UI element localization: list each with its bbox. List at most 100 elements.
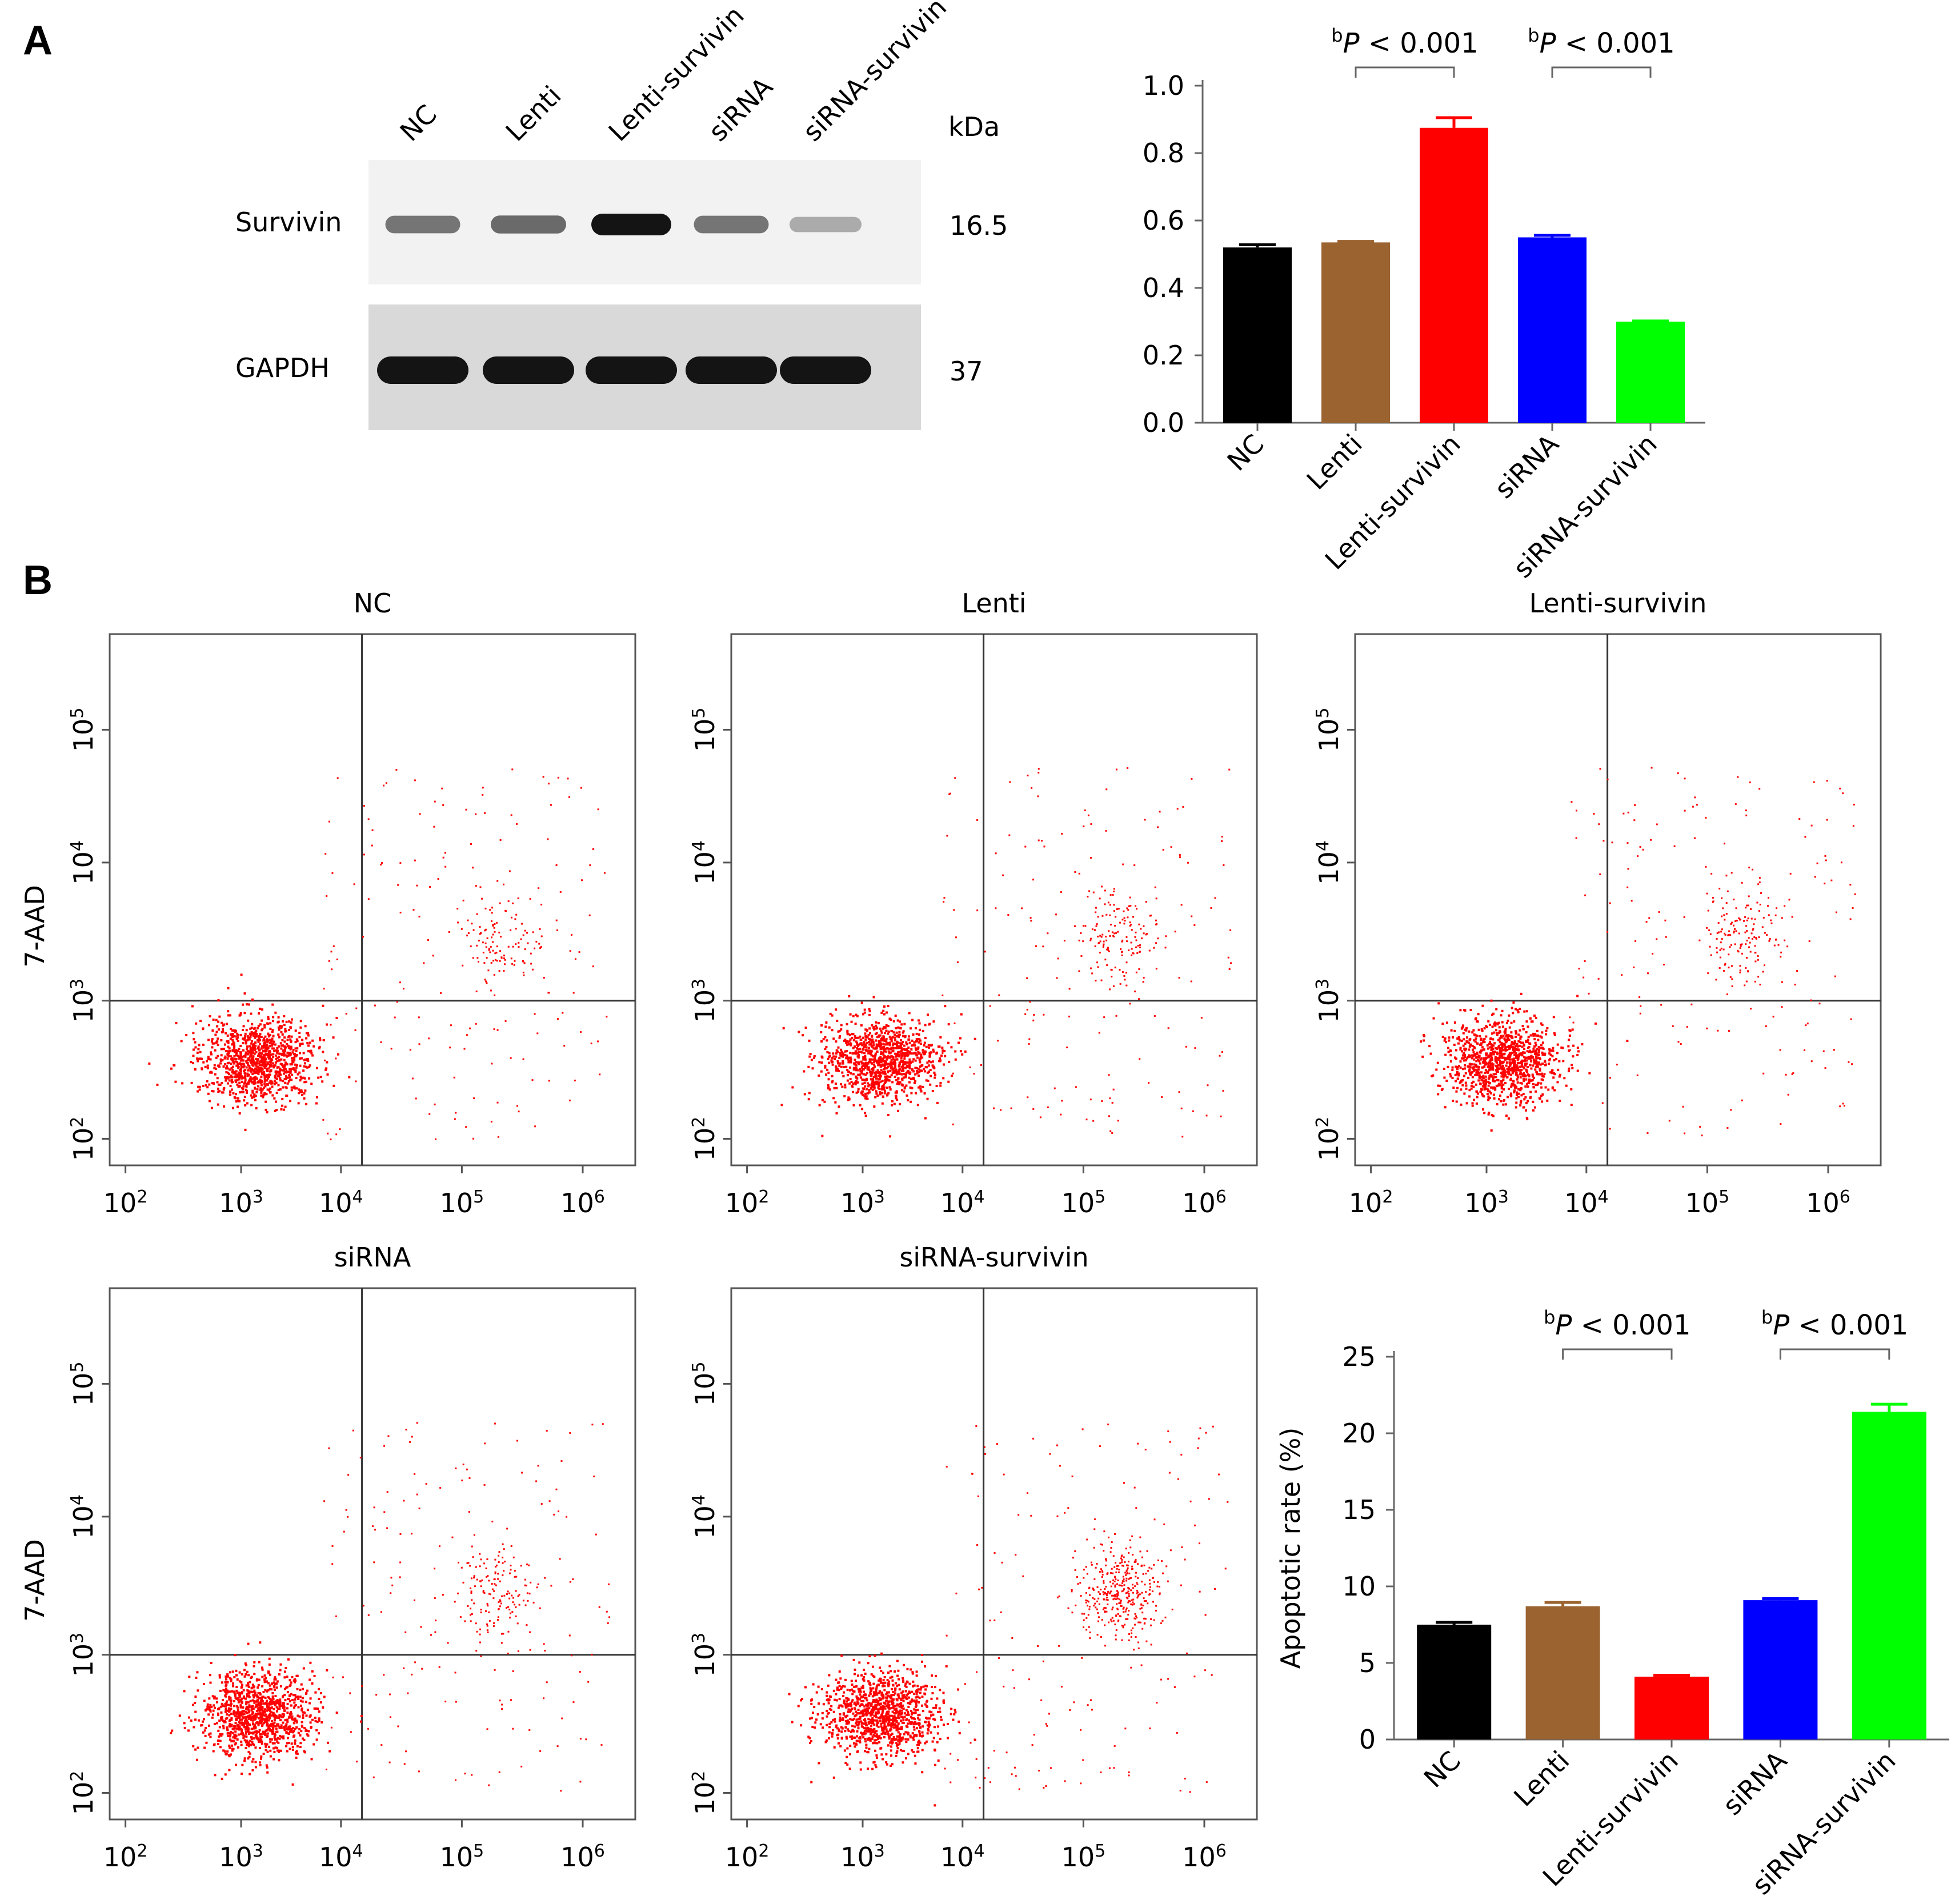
flow-dot: [1511, 1072, 1514, 1075]
flow-dot: [1493, 1024, 1496, 1027]
flow-dot: [1758, 881, 1761, 884]
flow-dot: [898, 1061, 901, 1064]
flow-dot: [872, 1044, 875, 1047]
flow-dot: [246, 1048, 249, 1051]
flow-dot: [1179, 856, 1181, 859]
flow-dot: [291, 1057, 294, 1060]
flow-dot: [290, 1089, 293, 1092]
flow-dot: [864, 1073, 867, 1076]
flow-dot: [379, 863, 382, 865]
flow-dot: [1730, 921, 1733, 924]
flow-dot: [290, 1681, 293, 1684]
flow-dot: [1502, 1083, 1505, 1086]
flow-dot: [1623, 812, 1625, 815]
flow-dot: [1008, 834, 1011, 836]
flow-dot: [1009, 781, 1011, 783]
flow-dot: [249, 1699, 252, 1702]
flow-dot: [1553, 1033, 1556, 1036]
flow-dot: [1665, 936, 1667, 938]
flow-dot: [929, 1083, 932, 1086]
flow-dot: [867, 1085, 870, 1088]
flow-dot: [211, 1716, 214, 1719]
flow-dot: [1223, 864, 1225, 866]
flow-dot: [1721, 928, 1723, 931]
flow-dot: [846, 1032, 849, 1035]
flow-dot: [214, 1774, 217, 1777]
flow-dot: [1770, 919, 1772, 921]
tick-exponent: 2: [137, 1841, 147, 1861]
flow-dot: [286, 1750, 289, 1753]
flow-dot: [306, 1066, 309, 1069]
flow-dot: [1515, 1052, 1517, 1055]
flow-dot: [1813, 781, 1815, 783]
flow-dot: [947, 1041, 950, 1044]
flow-dot: [1524, 1096, 1527, 1099]
flow-dot: [873, 1084, 876, 1087]
flow-dot: [596, 1040, 599, 1043]
flow-dot: [284, 1061, 287, 1064]
flow-dot: [908, 1065, 911, 1068]
flow-dot: [499, 902, 501, 904]
flow-dot: [1515, 1067, 1518, 1069]
flow-dot: [830, 1061, 833, 1064]
flow-y-tick-label: 105: [67, 1362, 99, 1406]
flow-dot: [904, 1061, 907, 1064]
flow-dot: [1598, 823, 1600, 825]
flow-x-tick-label: 106: [1182, 1187, 1227, 1219]
flow-dot: [211, 1695, 214, 1698]
flow-dot: [861, 1108, 864, 1111]
flow-dot: [1511, 1041, 1513, 1044]
flow-dot: [1513, 1053, 1516, 1056]
flow-dot: [826, 1051, 829, 1053]
flow-dot: [1496, 1079, 1499, 1081]
flow-dot: [821, 1135, 824, 1137]
flow-dot: [495, 952, 498, 954]
flow-dot: [1530, 1067, 1533, 1070]
flow-dot: [299, 1043, 302, 1045]
flow-dot: [834, 1083, 837, 1085]
flow-dot: [606, 1016, 608, 1018]
flow-dot: [904, 1053, 907, 1056]
flow-dot: [874, 1081, 876, 1084]
flow-dot: [928, 1060, 931, 1063]
flow-dot: [397, 884, 399, 886]
flow-dot: [220, 1054, 223, 1057]
flow-dot: [1729, 946, 1731, 948]
flow-dot: [960, 1013, 963, 1016]
flow-dot: [269, 1041, 271, 1044]
flow-dot: [1179, 854, 1181, 856]
flow-dot: [1550, 1049, 1553, 1052]
flow-dot: [230, 1076, 233, 1079]
flow-dot: [226, 1040, 229, 1043]
flow-dot: [249, 1032, 251, 1035]
flow-dot: [1484, 1063, 1487, 1066]
flow-dot: [1510, 1085, 1513, 1088]
flow-dot: [513, 964, 515, 966]
tick-base: 10: [690, 1128, 720, 1161]
flow-dot: [1722, 969, 1725, 972]
flow-dot: [1478, 1076, 1481, 1079]
flow-dot: [901, 1054, 904, 1057]
flow-dot: [236, 1678, 239, 1681]
x-tick-label-sirna: siRNA: [1488, 428, 1565, 504]
flow-dot: [1219, 1055, 1221, 1057]
flow-dot: [490, 961, 492, 964]
flow-dot: [1757, 955, 1759, 957]
flow-dot: [288, 1029, 291, 1032]
flow-dot: [1541, 1041, 1544, 1044]
flow-dot: [228, 1695, 231, 1698]
flow-dot: [266, 1728, 269, 1731]
flow-dot: [1459, 1081, 1461, 1084]
flow-dot: [1536, 1084, 1539, 1087]
flow-dot: [1636, 1074, 1638, 1076]
flow-dot: [531, 1079, 534, 1081]
flow-dot: [230, 1067, 233, 1069]
flow-dot: [210, 1053, 213, 1056]
flow-dot: [916, 1040, 919, 1043]
flow-dot: [1549, 1071, 1552, 1074]
flow-dot: [210, 1051, 213, 1054]
flow-dot: [198, 1057, 201, 1060]
flow-dot: [922, 1029, 924, 1032]
flow-dot: [1485, 1052, 1488, 1055]
flow-dot: [1485, 1087, 1488, 1090]
